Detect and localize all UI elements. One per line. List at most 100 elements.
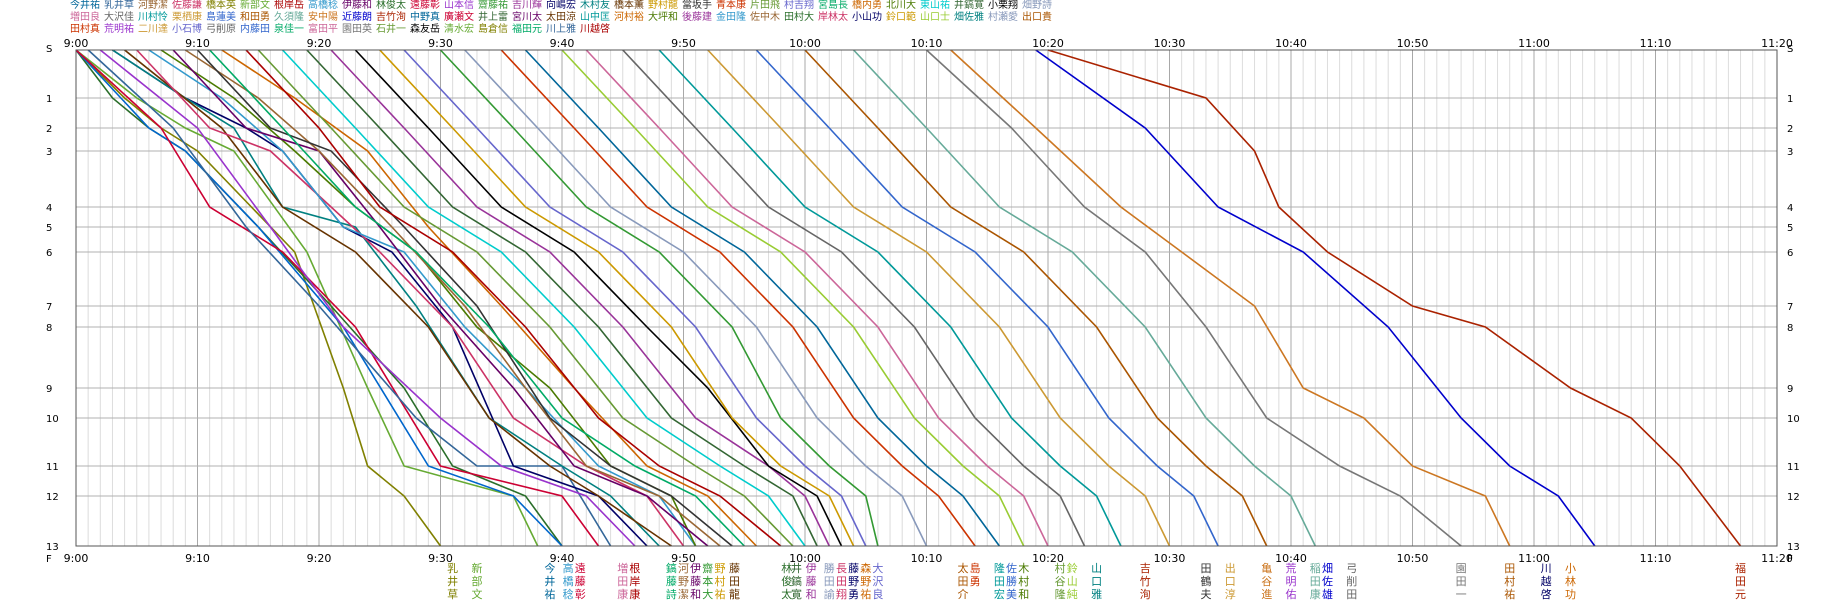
- bottom-legend-char: 康: [1310, 587, 1321, 600]
- bottom-legend-char: 村: [1055, 561, 1066, 575]
- top-legend-entry: 島倉信: [478, 24, 508, 35]
- bottom-legend-char: 口: [1091, 575, 1102, 588]
- series-line-17: [209, 49, 745, 547]
- top-legend-entry: 安中陽: [308, 12, 338, 23]
- top-legend-entry: 出口貴: [1022, 12, 1052, 23]
- bottom-legend: 乳井草新部文今井祐高橋稔遠藤彰増田康根岸康鎬藤詩河野潔伊藤和齋本大野村祐藤田龍林…: [447, 561, 1746, 601]
- x-tick-label-bottom: 9:50: [671, 552, 696, 565]
- series-line-3: [75, 49, 563, 547]
- series-line-2: [75, 49, 539, 547]
- top-legend-entry: 齋藤祐: [478, 0, 508, 11]
- bottom-legend-char: 純: [1067, 588, 1078, 600]
- bottom-legend-char: 乳: [447, 562, 458, 575]
- bottom-legend-char: 祐: [544, 588, 555, 600]
- x-tick-label-top: 11:10: [1640, 37, 1672, 50]
- top-legend-entry: 山本信: [444, 0, 474, 11]
- bottom-legend-char: 竹: [1140, 574, 1151, 588]
- bottom-legend-char: 越: [1541, 574, 1552, 588]
- bottom-legend-char: 雄: [1322, 587, 1333, 600]
- series-line-6: [87, 49, 612, 547]
- x-tick-label-top: 9:40: [550, 37, 575, 50]
- top-legend-entry: 山中匡: [580, 12, 610, 23]
- bottom-legend-char: 康: [629, 587, 640, 600]
- bottom-legend-char: 村: [1504, 574, 1515, 588]
- top-legend-entry: 今井祐: [70, 0, 100, 11]
- y-tick-label-right: 10: [1787, 414, 1800, 425]
- top-legend-entry: 吉川輝: [512, 0, 542, 11]
- bottom-legend-char: 一: [1456, 588, 1467, 600]
- y-tick-label-left: 1: [46, 94, 52, 105]
- bottom-legend-char: 吉: [1140, 562, 1151, 575]
- bottom-legend-char: 野: [860, 575, 871, 588]
- top-legend-entry: 石井一: [376, 24, 406, 35]
- bottom-legend-char: 稔: [563, 587, 574, 600]
- bottom-legend-char: 潔: [678, 587, 689, 600]
- bottom-legend-char: 田: [1735, 575, 1746, 588]
- top-legend-entry: 川上雅: [546, 24, 576, 35]
- bottom-legend-char: 稲: [1310, 562, 1321, 575]
- series-line-34: [658, 49, 1122, 547]
- top-legend-entry: 根岸岳: [274, 0, 304, 11]
- bottom-legend-char: 本: [702, 574, 713, 588]
- bottom-legend-char: 根: [629, 561, 640, 575]
- bottom-legend-char: 村: [1018, 574, 1029, 588]
- top-legend-entry: 村吉翔: [784, 0, 814, 11]
- top-legend-entry: 小石博: [172, 24, 202, 35]
- bottom-legend-char: 田: [1456, 575, 1467, 588]
- bottom-legend-char: 功: [1565, 588, 1576, 600]
- bottom-legend-char: 増: [617, 562, 628, 575]
- bottom-legend-char: 元: [1735, 588, 1746, 600]
- top-legend-entry: 向嶋宏: [546, 0, 576, 11]
- x-tick-label-bottom: 11:00: [1518, 552, 1550, 565]
- x-tick-label-bottom: 11:20: [1761, 552, 1793, 565]
- bottom-legend-char: 祐: [1504, 588, 1515, 600]
- series-line-30: [524, 49, 1001, 547]
- series-line-37: [804, 49, 1268, 547]
- y-tick-label-right: 2: [1787, 124, 1793, 135]
- bottom-legend-char: 小: [1565, 562, 1576, 575]
- bottom-legend-char: 宏: [994, 587, 1005, 600]
- bottom-legend-char: 田: [994, 575, 1005, 588]
- bottom-legend-char: 大: [702, 587, 713, 600]
- x-tick-label-top: 10:50: [1397, 37, 1429, 50]
- series-line-20: [257, 49, 794, 547]
- bottom-legend-char: 橋: [563, 574, 574, 588]
- series-line-11: [136, 49, 685, 547]
- y-tick-label-left: 9: [46, 384, 52, 395]
- bottom-legend-char: 林: [781, 561, 792, 575]
- top-legend-entry: 川村怜: [138, 12, 168, 23]
- bottom-legend-char: 翔: [836, 587, 847, 600]
- axes: 9:00 9:00 9:10 9:10 9:20 9:20 9:30 9:30 9:40 9:40…: [46, 37, 1800, 565]
- top-legend-entry: 畑野詩: [1022, 0, 1052, 11]
- top-legend-entry: 林俊太: [376, 0, 406, 11]
- series-line-5: [75, 49, 600, 547]
- bottom-legend-char: 部: [471, 574, 482, 588]
- top-legend-entry: 島蓮美: [206, 12, 236, 23]
- x-tick-label-bottom: 9:00: [64, 552, 89, 565]
- y-tick-label-left: 8: [46, 323, 52, 334]
- bottom-legend-char: 谷: [1261, 575, 1272, 588]
- y-tick-label-left: 13: [46, 542, 59, 553]
- series-line-40: [950, 49, 1511, 547]
- bottom-legend-char: 島: [970, 561, 981, 575]
- bottom-legend-char: 田: [1504, 562, 1515, 575]
- bottom-legend-char: 伊: [806, 562, 817, 575]
- y-tick-label-right: 4: [1787, 203, 1793, 214]
- top-legend-entry: 大沢佳: [104, 12, 134, 23]
- bottom-legend-char: 田: [729, 575, 740, 588]
- bottom-legend-char: 高: [563, 561, 574, 575]
- top-legend-entry: 中野真: [410, 12, 440, 23]
- y-tick-label-right: 13: [1787, 542, 1800, 553]
- y-tick-label-left: 3: [46, 147, 52, 158]
- bottom-legend-char: 寛: [791, 587, 802, 600]
- bottom-legend-char: 岸: [629, 575, 640, 588]
- bottom-legend-char: 鎬: [666, 561, 677, 575]
- top-legend-entry: 二川達: [138, 24, 168, 35]
- bottom-legend-char: 園: [1456, 562, 1467, 575]
- bottom-legend-char: 進: [1261, 588, 1272, 600]
- bottom-legend-char: 和: [690, 588, 701, 600]
- top-legend-entry: 大坪和: [648, 12, 678, 23]
- top-legend-entry: 木村友: [580, 0, 610, 11]
- bottom-legend-char: 井: [791, 561, 802, 575]
